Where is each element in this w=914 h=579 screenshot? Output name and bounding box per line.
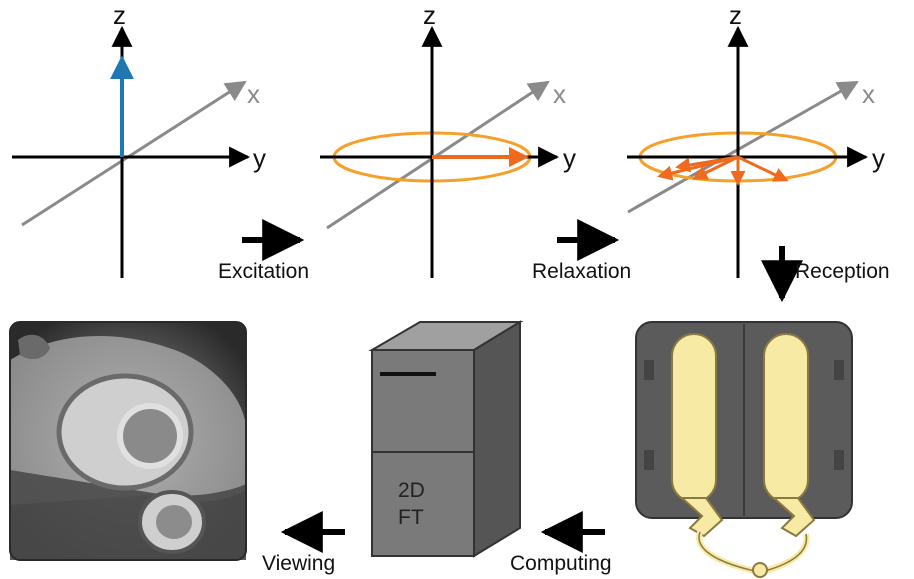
y-label: y [563,143,576,173]
computer-label-2d: 2D [398,479,425,502]
z-label: z [423,0,436,30]
spin-vector [737,155,789,182]
viewing-label: Viewing [262,552,335,575]
reception-label: Reception [795,260,890,283]
computing-label: Computing [510,552,612,575]
x-axis [21,80,247,227]
spin-vector [675,155,739,173]
dephasing-spin-vectors [657,155,789,186]
x-label: x [247,79,260,109]
cable-connector [752,562,768,578]
mri-heart-image [9,321,247,561]
y-label: y [253,143,266,173]
x-axis [627,80,859,214]
step-excitation: Excitation [218,219,309,283]
x-label: x [553,79,566,109]
step-computing: Computing [510,511,612,575]
excitation-label: Excitation [218,260,309,283]
step-viewing: Viewing [262,511,345,575]
spin-vector [692,155,739,180]
relaxation-label: Relaxation [532,260,631,283]
axes-relaxation: z y x [627,0,885,278]
axes-excited: z y x [320,0,576,278]
step-reception: Reception [761,246,890,303]
y-label: y [872,143,885,173]
computer-tower-icon: 2D FT [368,320,524,558]
coil-element [671,333,717,503]
x-label: x [862,79,875,109]
axes-equilibrium: z y x [12,0,266,278]
step-relaxation: Relaxation [532,219,631,283]
z-label: z [729,0,742,30]
receive-coil-icon [635,321,853,578]
coil-element [763,333,809,503]
computer-label-ft: FT [398,506,424,529]
z-label: z [113,0,126,30]
